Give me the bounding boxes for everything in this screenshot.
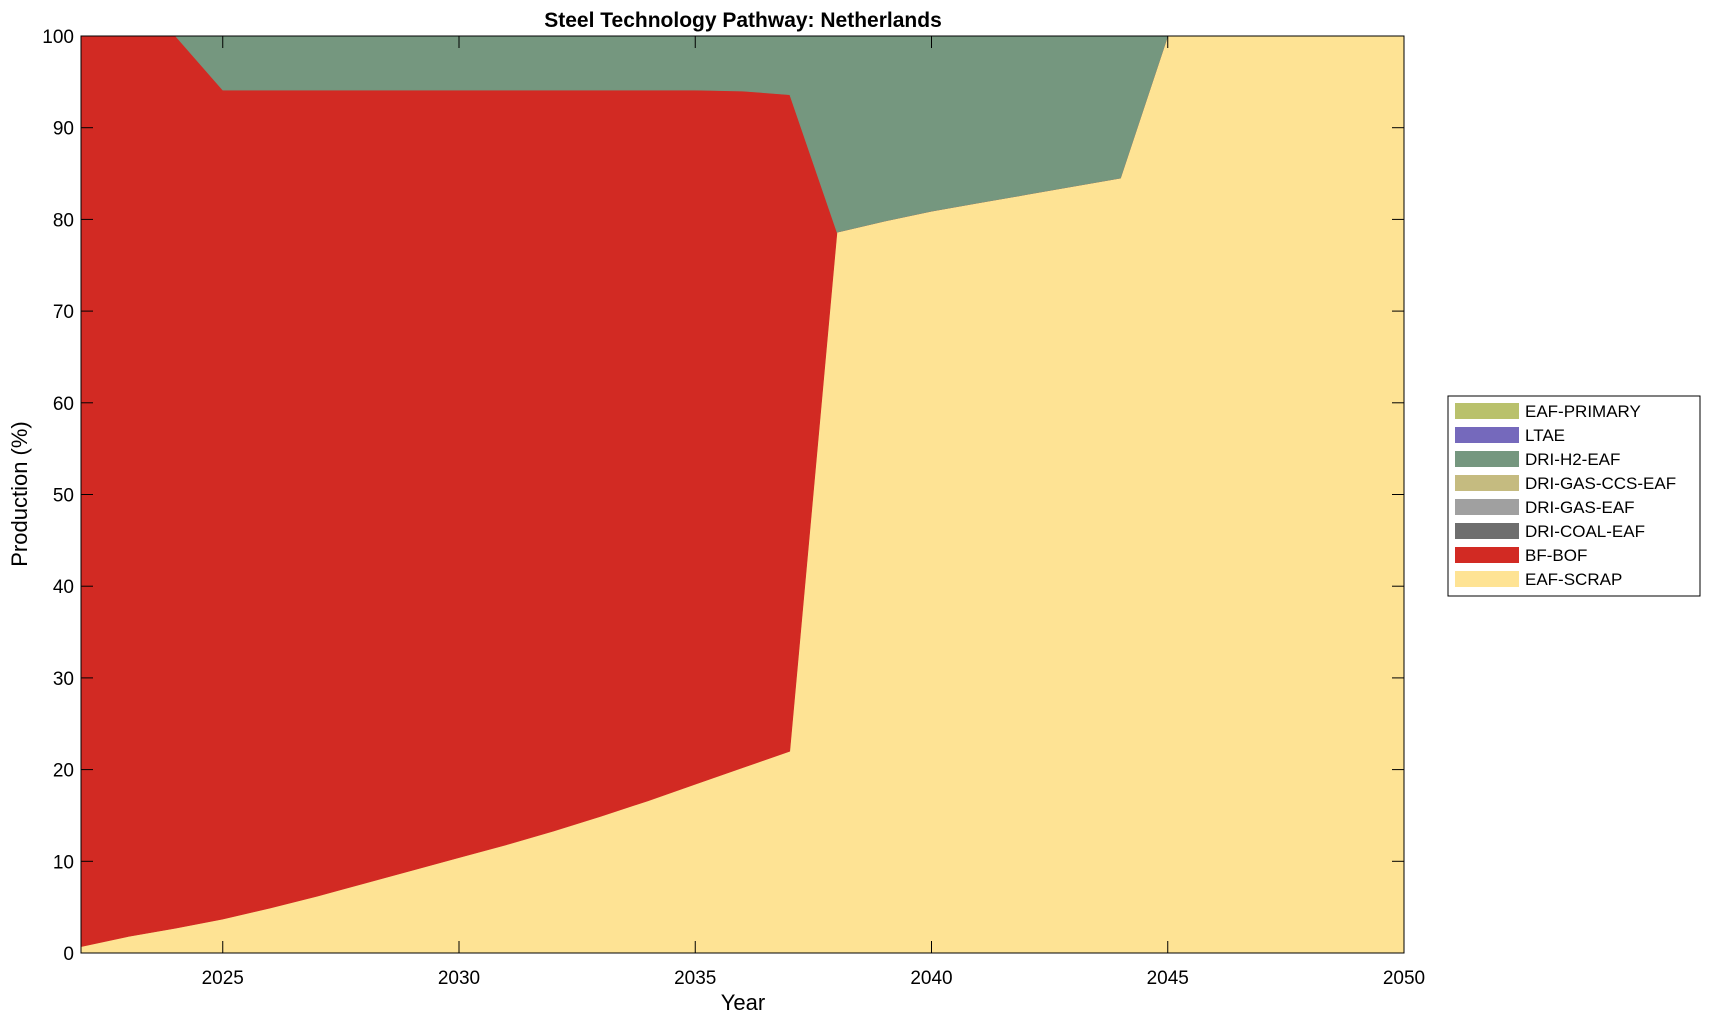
legend-label-bf-bof: BF-BOF [1525, 546, 1587, 565]
legend-label-dri-gas-ccs-eaf: DRI-GAS-CCS-EAF [1525, 474, 1676, 493]
y-tick-label: 60 [53, 394, 74, 415]
y-axis-title: Production (%) [7, 421, 32, 567]
legend-swatch-dri-coal-eaf [1455, 523, 1519, 539]
y-tick-label: 0 [63, 944, 74, 965]
legend-swatch-dri-h2-eaf [1455, 451, 1519, 467]
x-axis: 2025 2030 2035 2040 2045 2050 [202, 36, 1425, 989]
areas-layer [80, 35, 1405, 954]
y-tick-label: 50 [53, 486, 74, 507]
legend-label-dri-gas-eaf: DRI-GAS-EAF [1525, 498, 1635, 517]
legend-label-eaf-primary: EAF-PRIMARY [1525, 402, 1641, 421]
y-tick-label: 100 [42, 27, 74, 48]
chart-title: Steel Technology Pathway: Netherlands [544, 9, 942, 32]
legend-label-eaf-scrap: EAF-SCRAP [1525, 570, 1622, 589]
x-tick-label: 2030 [438, 968, 480, 989]
legend-swatch-dri-gas-eaf [1455, 499, 1519, 515]
legend-label-ltae: LTAE [1525, 426, 1565, 445]
legend-label-dri-h2-eaf: DRI-H2-EAF [1525, 450, 1620, 469]
y-tick-label: 10 [53, 852, 74, 873]
x-tick-label: 2050 [1383, 968, 1425, 989]
y-tick-label: 40 [53, 577, 74, 598]
y-tick-label: 70 [53, 302, 74, 323]
x-tick-label: 2040 [910, 968, 952, 989]
legend-swatch-dri-gas-ccs-eaf [1455, 475, 1519, 491]
legend-swatch-ltae [1455, 427, 1519, 443]
legend-box [1447, 395, 1701, 597]
legend: EAF-PRIMARY LTAE DRI-H2-EAF DRI-GAS-CCS-EAF… [1447, 395, 1701, 597]
legend-swatch-bf-bof [1455, 547, 1519, 563]
x-axis-title: Year [721, 990, 765, 1015]
legend-label-dri-coal-eaf: DRI-COAL-EAF [1525, 522, 1645, 541]
y-tick-label: 80 [53, 210, 74, 231]
y-tick-label: 20 [53, 761, 74, 782]
legend-swatch-eaf-scrap [1455, 571, 1519, 587]
x-tick-label: 2045 [1147, 968, 1189, 989]
x-tick-label: 2035 [674, 968, 716, 989]
y-axis: 0 10 20 30 40 50 60 70 80 90 100 [42, 27, 1404, 965]
y-tick-label: 90 [53, 119, 74, 140]
legend-swatch-eaf-primary [1455, 403, 1519, 419]
x-tick-label: 2025 [202, 968, 244, 989]
y-tick-label: 30 [53, 669, 74, 690]
